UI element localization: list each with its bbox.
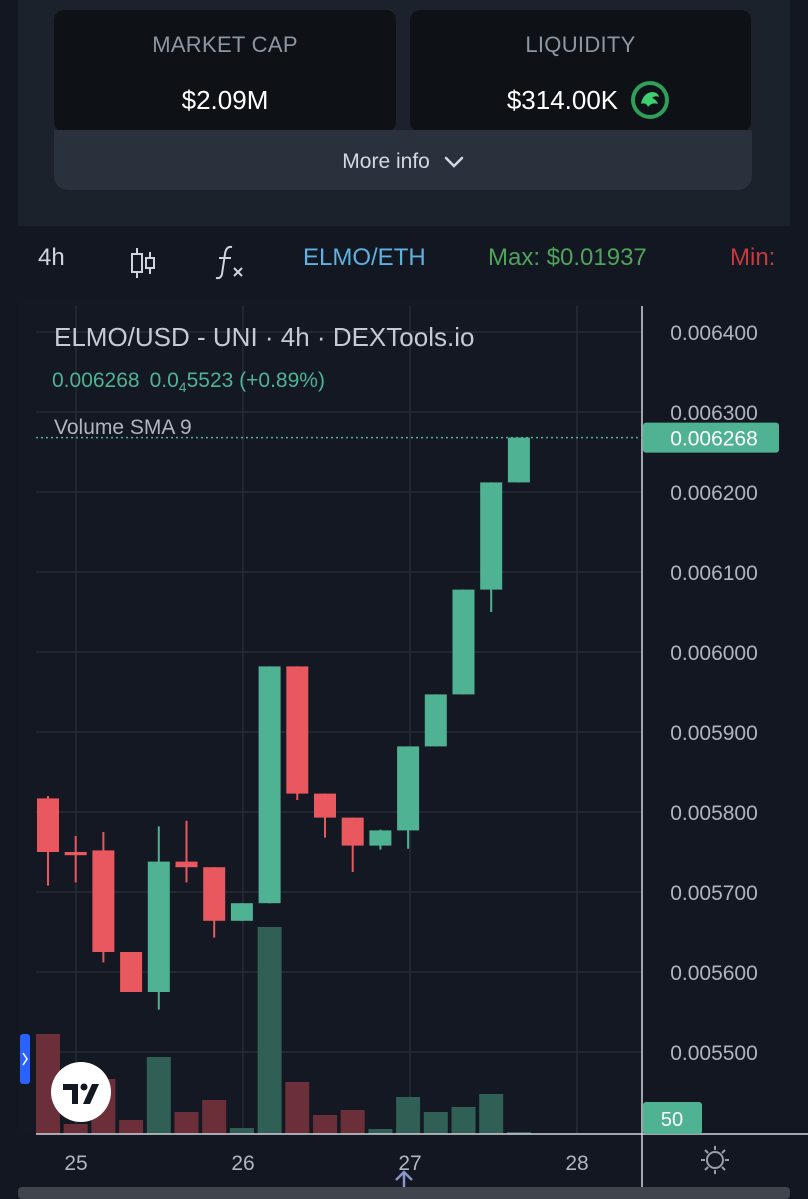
- candle-body: [37, 798, 59, 852]
- max-price: Max: $0.01937: [488, 244, 647, 271]
- volume-bar: [313, 1115, 337, 1134]
- volume-bar: [506, 1132, 531, 1134]
- volume-bar: [119, 1120, 144, 1134]
- interval-selector[interactable]: 4h: [38, 244, 65, 271]
- y-tick-label: 0.006000: [670, 642, 758, 665]
- chart-legend-values: 0.006268 0.045523 (+0.89%): [52, 369, 325, 395]
- more-info-button[interactable]: More info: [54, 130, 752, 190]
- last-price-badge: [643, 422, 779, 453]
- price-chart[interactable]: 0.006400 0.006300 0.006200 0.006100 0.006000…: [0, 298, 808, 1188]
- legend-change: 5523 (+0.89%): [187, 369, 325, 392]
- scrollbar[interactable]: [18, 1187, 790, 1199]
- indicators-icon[interactable]: [214, 244, 248, 280]
- y-tick-label: 0.006300: [670, 402, 758, 425]
- volume-bar: [202, 1100, 227, 1134]
- candles-icon[interactable]: [128, 246, 158, 280]
- volume-bar: [229, 1128, 254, 1134]
- legend-change-prefix: 0.0: [150, 369, 179, 392]
- market-cap-value: $2.09M: [181, 85, 269, 115]
- x-tick-label: 28: [565, 1152, 588, 1175]
- y-tick-label: 0.006400: [670, 322, 758, 345]
- tradingview-logo[interactable]: [51, 1062, 111, 1122]
- y-tick-label: 0.005700: [670, 882, 758, 905]
- x-tick-label: 26: [231, 1152, 254, 1175]
- pair-selector[interactable]: ELMO/ETH: [303, 244, 426, 271]
- volume-bar: [479, 1094, 504, 1134]
- y-tick-label: 0.005600: [670, 962, 758, 985]
- last-price-label: 0.006268: [670, 428, 758, 451]
- volume-bar: [340, 1110, 365, 1134]
- chart-toolbar: 4h ELMO/ETH Max: $0.01937 Min:: [18, 226, 790, 298]
- min-price: Min:: [730, 244, 776, 271]
- candle-body: [507, 437, 530, 483]
- volume-bar: [174, 1112, 199, 1134]
- candle-body: [424, 694, 447, 747]
- candle-body: [230, 903, 253, 921]
- volume-sma-label: Volume SMA 9: [54, 416, 192, 439]
- candle-body: [120, 952, 143, 992]
- y-tick-label: 0.005500: [670, 1042, 758, 1065]
- candle-body: [341, 817, 364, 846]
- volume-bar: [63, 1124, 88, 1134]
- volume-bar: [396, 1097, 421, 1134]
- uniswap-icon: [631, 81, 669, 119]
- candle-body: [92, 850, 115, 952]
- candle-body: [64, 852, 87, 856]
- market-cap-card: MARKET CAP $2.09M: [54, 10, 396, 132]
- liquidity-value: $314.00K: [506, 85, 619, 115]
- market-cap-label: MARKET CAP: [152, 32, 298, 57]
- liquidity-card: LIQUIDITY $314.00K: [410, 10, 751, 132]
- legend-price: 0.006268: [52, 369, 140, 392]
- y-tick-label: 0.005900: [670, 722, 758, 745]
- volume-bar: [423, 1112, 448, 1134]
- candle-body: [203, 867, 226, 921]
- chart-title: ELMO/USD - UNI · 4h · DEXTools.io: [54, 322, 474, 352]
- volume-bar: [368, 1129, 393, 1134]
- left-toolbar-handle[interactable]: [20, 1034, 30, 1084]
- candle-body: [369, 830, 392, 846]
- candle-body: [175, 861, 198, 868]
- candle-body: [147, 861, 170, 992]
- legend-change-subscript: 4: [179, 379, 187, 395]
- liquidity-label: LIQUIDITY: [525, 32, 636, 57]
- candle-body: [286, 666, 309, 794]
- volume-bar: [285, 1082, 310, 1134]
- x-tick-label: 25: [64, 1152, 87, 1175]
- x-tick-label: 27: [398, 1152, 421, 1175]
- candle-body: [397, 746, 420, 831]
- y-tick-label: 0.006100: [670, 562, 758, 585]
- expand-icon: [22, 1052, 28, 1066]
- volume-bar: [146, 1057, 171, 1134]
- volume-bar: [257, 927, 282, 1134]
- volume-value-text: 50: [661, 1109, 683, 1131]
- y-tick-label: 0.006200: [670, 482, 758, 505]
- scroll-to-now-icon[interactable]: [395, 1170, 413, 1188]
- candle-body: [480, 482, 503, 590]
- chevron-down-icon: [444, 157, 463, 169]
- candle-body: [314, 793, 336, 818]
- candle-body: [452, 589, 475, 695]
- volume-bar: [451, 1107, 476, 1134]
- settings-icon[interactable]: [701, 1146, 729, 1174]
- y-tick-label: 0.005800: [670, 802, 758, 825]
- more-info-label: More info: [342, 150, 430, 173]
- volume-value-badge: [643, 1102, 702, 1134]
- candle-body: [258, 666, 281, 904]
